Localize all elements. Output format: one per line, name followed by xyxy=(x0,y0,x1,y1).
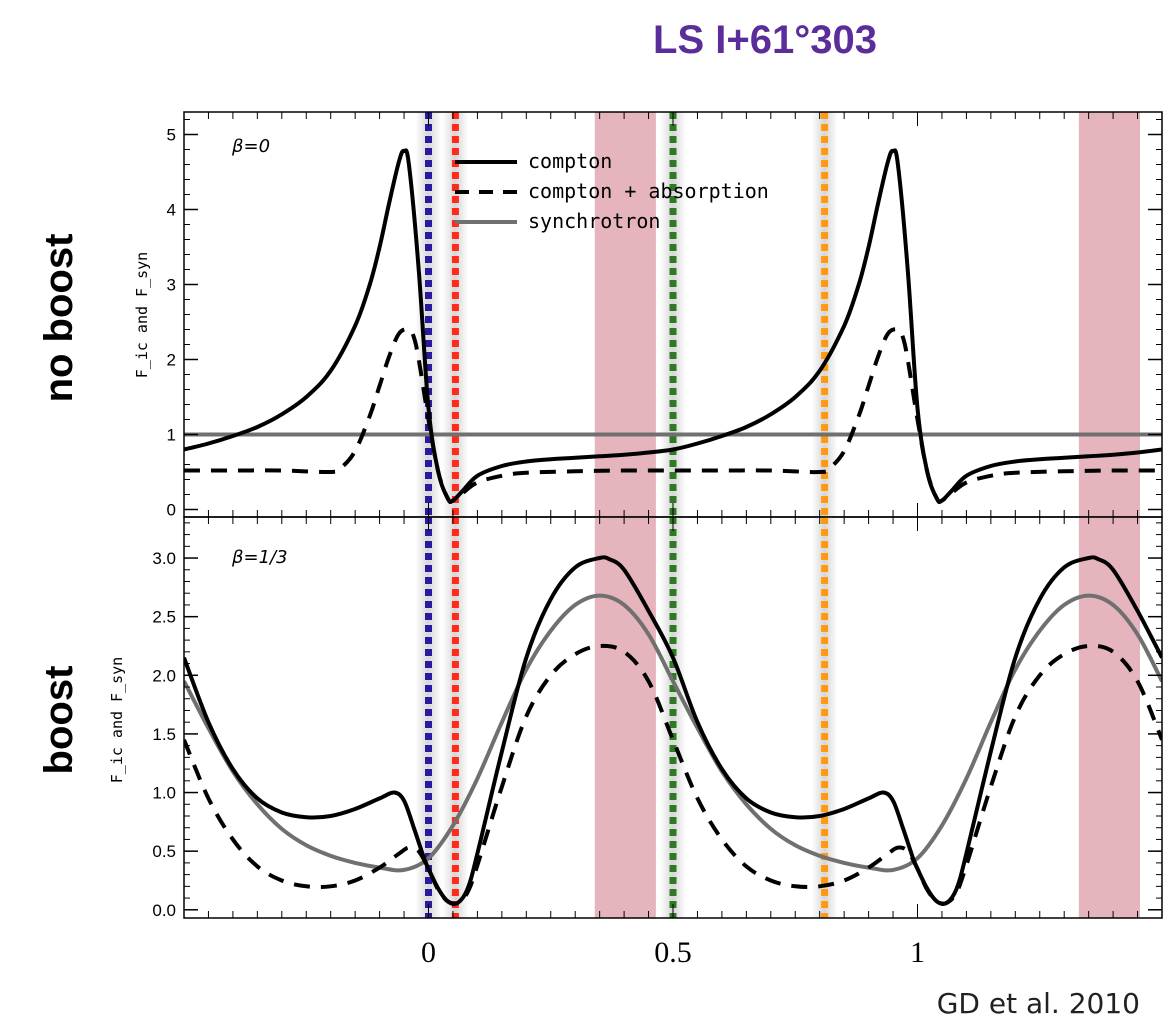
panel-top: 0 1 2 3 4 5 β=0 F_ic and F_syn compton compto… xyxy=(133,111,1163,520)
legend-label-synchrotron: synchrotron xyxy=(528,209,660,233)
y-tick-label: 1.0 xyxy=(152,784,176,803)
y-tick-label: 2.5 xyxy=(152,608,176,627)
shaded-band xyxy=(1078,517,1140,918)
series-synchrotron xyxy=(184,593,1162,873)
y-tick-label: 4 xyxy=(167,201,176,220)
y-tick-label: 1 xyxy=(167,426,176,445)
series-bottom xyxy=(184,555,1162,906)
legend: compton compton + absorption synchrotron xyxy=(455,149,769,233)
row-label-boost: boost xyxy=(37,666,81,775)
shaded-band xyxy=(594,112,656,517)
x-tick-label: 1 xyxy=(910,936,925,969)
y-tick-label: 1.5 xyxy=(152,725,176,744)
panel-label-beta-one-third: β=1/3 xyxy=(231,547,288,568)
y-tick-label: 2.0 xyxy=(152,666,176,685)
panel-bottom: 0.0 0.5 1.0 1.5 2.0 2.5 3.0 0 0.5 1 β=1/3 F_ic an… xyxy=(108,516,1163,969)
shaded-band xyxy=(594,517,656,918)
x-tick-label: 0 xyxy=(421,936,436,969)
y-axis-label-top: F_ic and F_syn xyxy=(133,252,151,378)
y-tick-label: 3.0 xyxy=(152,549,176,568)
y-tick-label: 2 xyxy=(167,351,176,370)
series-top xyxy=(184,148,1162,505)
x-tick-label: 0.5 xyxy=(654,936,692,969)
y-axis-label-bottom: F_ic and F_syn xyxy=(108,657,126,783)
y-tick-label: 5 xyxy=(167,126,176,145)
row-label-no-boost: no boost xyxy=(37,234,81,403)
credit-text: GD et al. 2010 xyxy=(937,987,1140,1020)
legend-label-compton: compton xyxy=(528,149,612,173)
figure-title: LS I+61°303 xyxy=(653,18,877,62)
shaded-bands-top xyxy=(594,112,1140,517)
y-tick-label: 0.5 xyxy=(152,842,176,861)
series-compton xyxy=(184,148,1162,505)
y-tick-label: 3 xyxy=(167,276,176,295)
legend-label-compton-absorption: compton + absorption xyxy=(528,179,769,203)
shaded-bands-bottom xyxy=(594,517,1140,918)
series-compton xyxy=(184,555,1162,906)
vertical-lines-bottom xyxy=(415,517,838,918)
shaded-band xyxy=(1078,112,1140,517)
y-tick-label: 0.0 xyxy=(152,901,176,920)
y-tick-label: 0 xyxy=(167,501,176,520)
axes-bottom: 0.0 0.5 1.0 1.5 2.0 2.5 3.0 0 0.5 1 xyxy=(152,516,1163,969)
panel-label-beta-0: β=0 xyxy=(231,136,270,157)
